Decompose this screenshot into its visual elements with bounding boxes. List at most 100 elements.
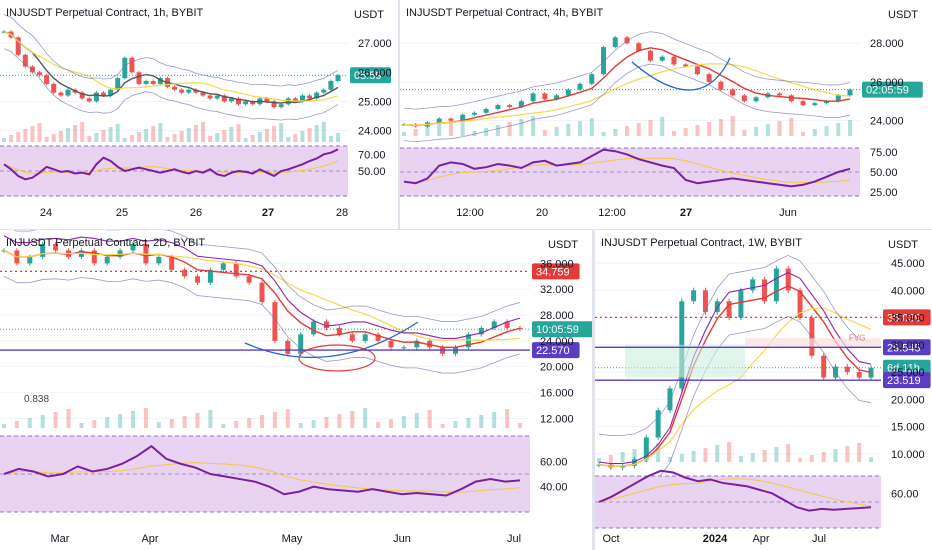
volume-bar bbox=[101, 130, 106, 142]
price-badge-label: 05:59 bbox=[354, 70, 382, 82]
fvg-label: FVG bbox=[849, 333, 865, 342]
price-axis-tick: 28.000 bbox=[540, 310, 574, 322]
horizontal-divider[interactable] bbox=[0, 229, 932, 230]
price-axis-tick: 20.000 bbox=[540, 362, 574, 374]
candle bbox=[236, 98, 242, 105]
candle bbox=[37, 72, 43, 76]
rsi-axis-tick: 60.00 bbox=[891, 488, 919, 500]
price-axis-tick: 20.000 bbox=[891, 394, 925, 406]
volume-bar bbox=[507, 122, 512, 136]
volume-bar bbox=[789, 118, 794, 136]
time-axis-tick: Jul bbox=[507, 533, 521, 545]
candle bbox=[471, 112, 477, 115]
candle bbox=[129, 57, 135, 73]
price-badge bbox=[532, 321, 592, 338]
candle bbox=[169, 256, 175, 270]
candle bbox=[542, 93, 548, 100]
volume-bar bbox=[144, 129, 149, 142]
candle bbox=[388, 340, 394, 348]
volume-bar bbox=[247, 418, 252, 428]
moving-average-line bbox=[403, 47, 851, 127]
candle bbox=[812, 103, 818, 106]
chart-title: INJUSDT Perpetual Contract, 4h, BYBIT bbox=[406, 7, 604, 19]
time-axis-tick: 2024 bbox=[703, 533, 728, 545]
fvg-zone bbox=[745, 338, 881, 348]
cup-arc bbox=[631, 57, 731, 91]
volume-bar bbox=[597, 458, 601, 462]
volume-bar bbox=[718, 119, 723, 136]
volume-bar bbox=[402, 132, 406, 136]
price-badge bbox=[862, 81, 923, 98]
rsi-ma-line bbox=[403, 157, 851, 183]
volume-bar bbox=[186, 128, 191, 142]
time-axis-tick: 26 bbox=[190, 207, 202, 219]
volume-bar bbox=[336, 133, 340, 142]
band-lower-line bbox=[3, 275, 521, 374]
candle bbox=[307, 95, 313, 99]
volume-bar bbox=[425, 126, 430, 136]
candle bbox=[800, 101, 806, 106]
volume-bar bbox=[264, 129, 269, 142]
chart-pane-1w[interactable]: 35.039 29.545 6d 11h 23.519 FVG 10.000 15.000 2… bbox=[595, 230, 932, 550]
candle bbox=[491, 321, 497, 328]
band-upper-line bbox=[13, 230, 521, 322]
volume-bar bbox=[774, 447, 779, 462]
candle bbox=[186, 89, 192, 93]
candle bbox=[706, 74, 712, 82]
candle bbox=[762, 279, 768, 302]
price-badge bbox=[883, 372, 931, 389]
volume-bar bbox=[293, 134, 298, 142]
candle bbox=[278, 104, 284, 108]
candle bbox=[15, 37, 21, 55]
volume-bar bbox=[105, 417, 110, 428]
volume-bar bbox=[413, 129, 418, 136]
volume-bar bbox=[738, 456, 743, 462]
candle bbox=[156, 256, 162, 264]
volume-bar bbox=[79, 423, 84, 428]
volume-bar bbox=[350, 411, 355, 428]
volume-bar bbox=[172, 134, 177, 142]
candle bbox=[104, 256, 110, 264]
volume-bar bbox=[285, 409, 290, 428]
volume-bar bbox=[115, 124, 120, 142]
chart-pane-2d[interactable]: 34.759 10:05:59 22.570 0.838 12.000 16.000 20.… bbox=[0, 230, 592, 550]
time-axis-tick: Apr bbox=[141, 533, 158, 545]
candle bbox=[647, 50, 653, 61]
price-axis-tick: 25.000 bbox=[358, 96, 392, 108]
volume-bar bbox=[466, 418, 471, 428]
volume-bar bbox=[679, 454, 684, 462]
time-axis-tick: 25 bbox=[116, 207, 128, 219]
volume-bar bbox=[208, 410, 213, 428]
vertical-divider-top[interactable] bbox=[398, 0, 400, 230]
candle bbox=[460, 114, 466, 121]
candle bbox=[79, 92, 85, 99]
price-axis-tick: 32.000 bbox=[540, 284, 574, 296]
moving-average-line bbox=[3, 30, 339, 104]
candle bbox=[130, 244, 136, 251]
candle bbox=[414, 340, 420, 348]
volume-bar bbox=[229, 127, 234, 142]
price-badge-label: 29.545 bbox=[887, 342, 921, 354]
volume-bar bbox=[279, 123, 284, 142]
candle bbox=[100, 92, 106, 96]
band-upper-line bbox=[598, 255, 872, 436]
candle bbox=[51, 83, 57, 93]
chart-svg: 02:05:59 24.000 26.000 28.000 USDT INJUSDT Pe… bbox=[400, 7, 923, 219]
chart-pane-4h[interactable]: 02:05:59 24.000 26.000 28.000 USDT INJUSDT Pe… bbox=[400, 0, 932, 230]
volume-bar bbox=[51, 134, 56, 142]
candle bbox=[122, 57, 128, 79]
candle bbox=[207, 269, 213, 283]
vertical-divider-bottom[interactable] bbox=[592, 230, 595, 550]
chart-pane-1h[interactable]: 05:59 24.000 25.000 26.000 27.000 USDT INJUSDT… bbox=[0, 0, 398, 230]
volume-bar bbox=[660, 117, 665, 136]
candle bbox=[328, 81, 334, 90]
volume-bar bbox=[14, 421, 19, 428]
price-axis-tick: 26.000 bbox=[358, 67, 392, 79]
candle bbox=[264, 98, 270, 102]
volume-bar bbox=[453, 421, 458, 428]
volume-bar bbox=[137, 132, 142, 142]
band-lower-line bbox=[403, 63, 851, 143]
chart-svg: 05:59 24.000 25.000 26.000 27.000 USDT INJUSDT… bbox=[0, 7, 392, 219]
volume-bar bbox=[798, 458, 803, 462]
